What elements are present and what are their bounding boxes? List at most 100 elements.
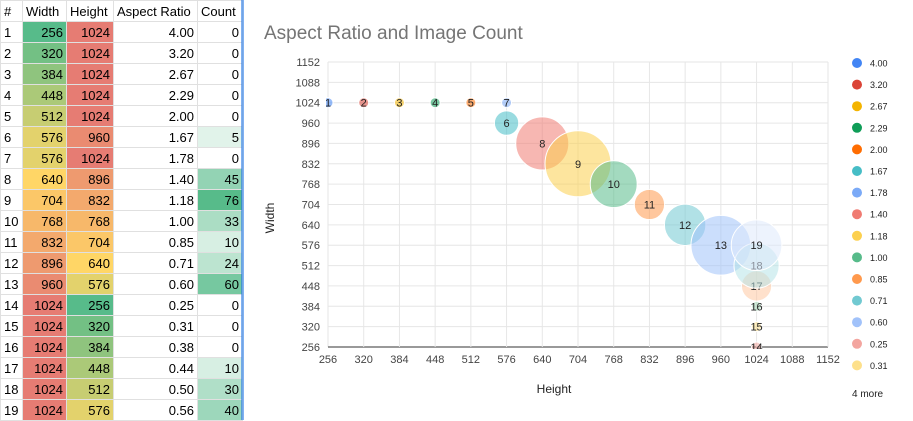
row-index-cell[interactable]: 6 [0,126,23,148]
row-index-cell[interactable]: 1 [0,21,23,43]
height-cell[interactable]: 1024 [66,63,114,85]
bubble-point[interactable] [751,341,763,352]
count-cell[interactable]: 0 [197,315,243,337]
row-index-cell[interactable]: 19 [0,399,23,421]
row-index-cell[interactable]: 11 [0,231,23,253]
column-header-width[interactable]: Width [22,0,67,22]
height-cell[interactable]: 512 [66,378,114,400]
aspect-ratio-cell[interactable]: 0.71 [113,252,198,274]
aspect-ratio-cell[interactable]: 0.60 [113,273,198,295]
height-cell[interactable]: 1024 [66,84,114,106]
width-cell[interactable]: 640 [22,168,67,190]
row-index-cell[interactable]: 10 [0,210,23,232]
width-cell[interactable]: 1024 [22,357,67,379]
bubble-point[interactable] [751,321,763,333]
aspect-ratio-cell[interactable]: 0.85 [113,231,198,253]
aspect-ratio-cell[interactable]: 0.31 [113,315,198,337]
width-cell[interactable]: 832 [22,231,67,253]
count-cell[interactable]: 0 [197,336,243,358]
aspect-ratio-cell[interactable]: 2.67 [113,63,198,85]
bubble-point[interactable] [501,97,513,109]
height-cell[interactable]: 640 [66,252,114,274]
count-cell[interactable]: 45 [197,168,243,190]
bubble-point[interactable] [465,97,477,109]
height-cell[interactable]: 832 [66,189,114,211]
row-index-cell[interactable]: 3 [0,63,23,85]
bubble-point[interactable] [730,219,783,272]
row-index-cell[interactable]: 5 [0,105,23,127]
column-header-aspect-ratio[interactable]: Aspect Ratio [113,0,198,22]
row-index-cell[interactable]: 15 [0,315,23,337]
aspect-ratio-cell[interactable]: 0.56 [113,399,198,421]
width-cell[interactable]: 448 [22,84,67,106]
aspect-ratio-cell[interactable]: 1.40 [113,168,198,190]
height-cell[interactable]: 1024 [66,42,114,64]
height-cell[interactable]: 1024 [66,105,114,127]
height-cell[interactable]: 448 [66,357,114,379]
count-cell[interactable]: 76 [197,189,243,211]
bubble-point[interactable] [358,97,370,109]
width-cell[interactable]: 320 [22,42,67,64]
count-cell[interactable]: 30 [197,378,243,400]
count-cell[interactable]: 0 [197,294,243,316]
width-cell[interactable]: 1024 [22,378,67,400]
aspect-ratio-cell[interactable]: 2.00 [113,105,198,127]
chart-legend[interactable]: 4.00 3.20 2.67 2.29 2.00 1.67 1.78 1.40 1.18 1.00… [852,58,888,371]
row-index-cell[interactable]: 14 [0,294,23,316]
width-cell[interactable]: 512 [22,105,67,127]
bubble-chart[interactable]: Aspect Ratio and Image Count 256 320 384 44… [244,0,913,420]
height-cell[interactable]: 576 [66,273,114,295]
count-cell[interactable]: 40 [197,399,243,421]
spreadsheet-grid[interactable]: # Width Height Aspect Ratio Count 1 256 10… [0,0,243,421]
aspect-ratio-cell[interactable]: 3.20 [113,42,198,64]
count-cell[interactable]: 0 [197,63,243,85]
height-cell[interactable]: 384 [66,336,114,358]
row-index-cell[interactable]: 2 [0,42,23,64]
count-cell[interactable]: 0 [197,105,243,127]
bubble-point[interactable] [429,97,441,109]
count-cell[interactable]: 0 [197,84,243,106]
count-cell[interactable]: 5 [197,126,243,148]
legend-more[interactable]: 4 more [852,389,884,400]
height-cell[interactable]: 1024 [66,21,114,43]
aspect-ratio-cell[interactable]: 0.38 [113,336,198,358]
row-index-cell[interactable]: 12 [0,252,23,274]
row-index-cell[interactable]: 7 [0,147,23,169]
width-cell[interactable]: 576 [22,126,67,148]
width-cell[interactable]: 768 [22,210,67,232]
width-cell[interactable]: 576 [22,147,67,169]
aspect-ratio-cell[interactable]: 1.18 [113,189,198,211]
count-cell[interactable]: 0 [197,42,243,64]
row-index-cell[interactable]: 4 [0,84,23,106]
column-header-index[interactable]: # [0,0,23,22]
aspect-ratio-cell[interactable]: 0.50 [113,378,198,400]
row-index-cell[interactable]: 8 [0,168,23,190]
row-index-cell[interactable]: 16 [0,336,23,358]
column-header-height[interactable]: Height [66,0,114,22]
width-cell[interactable]: 1024 [22,399,67,421]
row-index-cell[interactable]: 18 [0,378,23,400]
row-index-cell[interactable]: 17 [0,357,23,379]
count-cell[interactable]: 0 [197,147,243,169]
width-cell[interactable]: 704 [22,189,67,211]
width-cell[interactable]: 1024 [22,336,67,358]
width-cell[interactable]: 1024 [22,294,67,316]
aspect-ratio-cell[interactable]: 1.78 [113,147,198,169]
count-cell[interactable]: 10 [197,357,243,379]
height-cell[interactable]: 576 [66,399,114,421]
height-cell[interactable]: 320 [66,315,114,337]
aspect-ratio-cell[interactable]: 0.25 [113,294,198,316]
aspect-ratio-cell[interactable]: 1.67 [113,126,198,148]
bubble-point[interactable] [589,160,638,209]
height-cell[interactable]: 960 [66,126,114,148]
count-cell[interactable]: 0 [197,21,243,43]
aspect-ratio-cell[interactable]: 1.00 [113,210,198,232]
height-cell[interactable]: 256 [66,294,114,316]
height-cell[interactable]: 768 [66,210,114,232]
height-cell[interactable]: 704 [66,231,114,253]
width-cell[interactable]: 896 [22,252,67,274]
width-cell[interactable]: 256 [22,21,67,43]
row-index-cell[interactable]: 9 [0,189,23,211]
aspect-ratio-cell[interactable]: 4.00 [113,21,198,43]
width-cell[interactable]: 1024 [22,315,67,337]
